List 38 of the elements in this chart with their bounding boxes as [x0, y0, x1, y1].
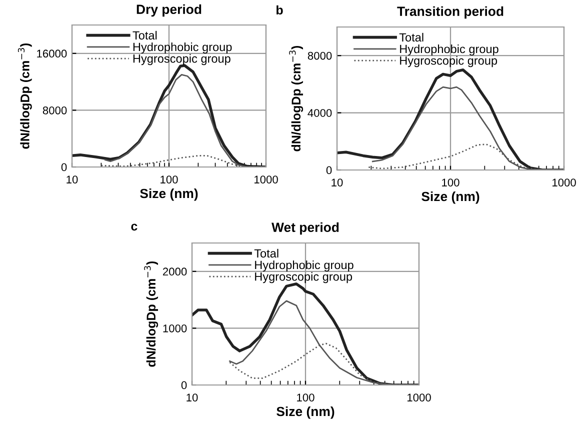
x-tick-label: 100 [442, 178, 460, 186]
y-tick-label: 8000 [308, 52, 332, 60]
y-tick-label: 2000 [162, 268, 187, 276]
legend-label: Hygroscopic group [255, 272, 352, 284]
chart-title: Dry period [136, 4, 202, 17]
x-tick-label: 1000 [254, 176, 278, 184]
y-tick-label: 0 [181, 381, 187, 390]
x-tick-label: 100 [160, 176, 178, 184]
legend-label: Hydrophobic group [133, 42, 232, 54]
text: c [131, 224, 138, 231]
x-tick-label: 10 [186, 394, 198, 402]
y-tick-label: 1000 [163, 324, 187, 332]
y-axis-title: dN/dlogDp (cm$^{−3}$) [144, 261, 158, 367]
legend-label: Hygroscopic group [400, 56, 498, 68]
text: b [276, 5, 283, 15]
legend-label: Total [132, 30, 157, 40]
x-axis-title: Size (nm) [422, 191, 480, 204]
legend-label: Total [254, 248, 278, 258]
chart-title: Transition period [397, 6, 504, 19]
y-tick-label: 0 [326, 166, 332, 174]
x-axis-title: Size (nm) [140, 188, 198, 201]
legend-label: Hydrophobic group [255, 260, 354, 272]
x-tick-label: 10 [332, 178, 343, 186]
y-tick-label: 16000 [37, 50, 67, 58]
x-tick-label: 100 [297, 394, 314, 402]
chart-title: Wet period [272, 222, 339, 235]
x-axis-title: Size (nm) [276, 406, 334, 419]
legend-label: Hydrophobic group [400, 44, 498, 56]
y-tick-label: 0 [61, 163, 67, 172]
y-axis-title: dN/dlogDp (cm$^{−3}$) [18, 43, 32, 149]
legend-label: Total [399, 32, 424, 42]
x-tick-label: 1000 [407, 394, 431, 402]
y-tick-label: 4000 [308, 109, 332, 117]
y-axis-title: dN/dlogDp (cm$^{−3}$) [289, 46, 304, 152]
y-tick-label: 8000 [42, 106, 67, 114]
x-tick-label: 1000 [552, 178, 576, 186]
x-tick-label: 10 [66, 176, 78, 184]
legend-label: Hygroscopic group [133, 54, 230, 66]
